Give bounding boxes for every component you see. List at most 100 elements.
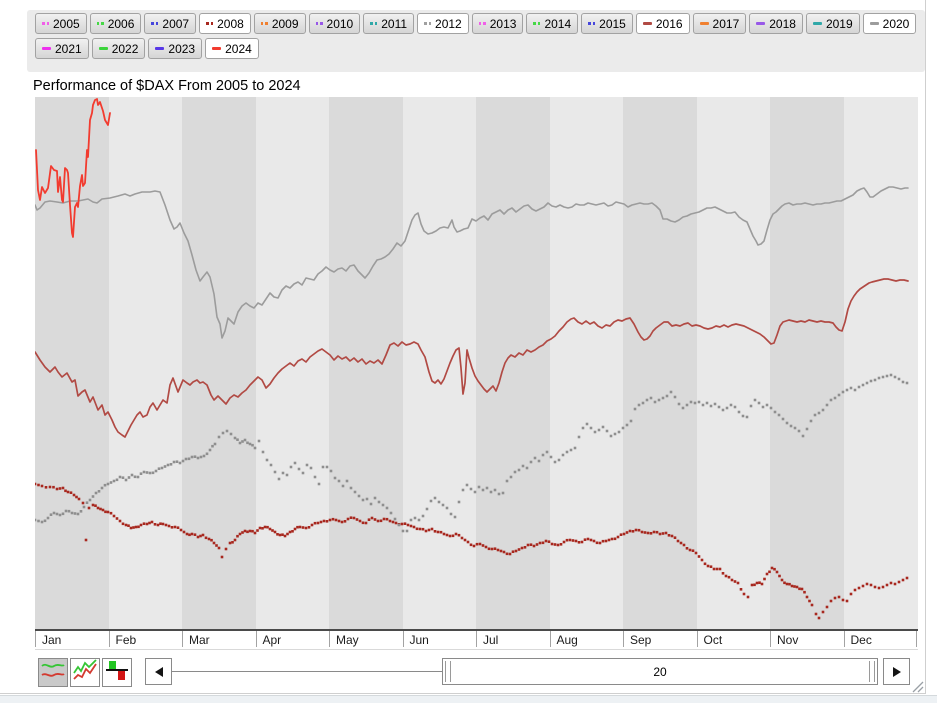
- year-toggle-2024[interactable]: 2024: [205, 38, 259, 59]
- year-toggle-2008[interactable]: 2008: [199, 13, 251, 34]
- year-toggle-label: 2024: [225, 41, 252, 56]
- month-band-Sep: [623, 97, 697, 630]
- year-toggle-2011[interactable]: 2011: [363, 13, 415, 34]
- line-chart-icon: [40, 658, 66, 687]
- scrollbar-track[interactable]: [172, 671, 442, 672]
- month-band-Apr: [255, 97, 330, 630]
- year-toggle-2007[interactable]: 2007: [144, 13, 197, 34]
- chart-type-performance-button[interactable]: [70, 658, 100, 687]
- line-series-marker-icon: [756, 22, 766, 25]
- x-axis-tick: [402, 631, 404, 647]
- chart-series-layer: [35, 98, 909, 620]
- x-axis-label-May: May: [336, 633, 359, 647]
- x-axis-label-Apr: Apr: [262, 633, 282, 647]
- year-toggle-label: 2017: [712, 16, 740, 31]
- year-toggle-2017[interactable]: 2017: [692, 13, 747, 34]
- dotted-series-marker-icon: [533, 22, 541, 25]
- x-axis-tick: [916, 631, 917, 647]
- thumb-right-grip-icon: [869, 661, 875, 682]
- line-series-marker-icon: [699, 22, 709, 25]
- year-toggle-2023[interactable]: 2023: [148, 38, 203, 59]
- year-toggle-label: 2011: [381, 16, 408, 31]
- year-toggle-2020[interactable]: 2020: [862, 13, 917, 34]
- year-toggle-label: 2014: [544, 16, 572, 31]
- year-toggle-label: 2006: [107, 16, 135, 31]
- month-band-Mar: [182, 97, 256, 630]
- month-band-Nov: [770, 97, 844, 630]
- year-toggle-label: 2020: [882, 16, 910, 31]
- x-axis-label-Jul: Jul: [483, 633, 499, 647]
- year-toggle-label: 2013: [489, 16, 517, 31]
- performance-chart-icon: [72, 658, 98, 687]
- series-2008: [35, 482, 909, 620]
- chart-type-line-button[interactable]: [38, 658, 68, 687]
- x-axis-tick: [108, 631, 110, 647]
- scrollbar-left-button[interactable]: [145, 658, 172, 685]
- dotted-series-marker-icon: [206, 22, 214, 25]
- line-series-marker-icon: [642, 22, 652, 25]
- series-2024: [35, 98, 111, 238]
- month-band-Dec: [843, 97, 918, 630]
- chart-type-bar-button[interactable]: [102, 658, 132, 687]
- scrollbar-right-button[interactable]: [883, 658, 910, 685]
- month-band-Oct: [696, 97, 771, 630]
- year-toggle-label: 2008: [217, 16, 244, 31]
- year-toggle-2013[interactable]: 2013: [471, 13, 524, 34]
- left-arrow-icon: [154, 666, 163, 677]
- dotted-series-marker-icon: [478, 22, 486, 25]
- dotted-series-marker-icon: [315, 22, 323, 25]
- series-2016: [35, 278, 909, 438]
- line-series-marker-icon: [155, 47, 165, 50]
- x-axis-label-row: Jan Feb Mar Apr May Jun Jul Aug Sep Oct Nov Dec: [35, 631, 918, 650]
- month-band-Jul: [476, 97, 550, 630]
- year-toggle-2014[interactable]: 2014: [526, 13, 579, 34]
- line-series-marker-icon: [42, 47, 51, 50]
- line-series-marker-icon: [869, 22, 879, 25]
- bar-chart-icon: [104, 658, 130, 687]
- year-toggle-2016[interactable]: 2016: [635, 13, 690, 34]
- dotted-series-marker-icon: [588, 22, 596, 25]
- x-axis-label-Feb: Feb: [115, 633, 137, 647]
- x-axis-tick: [549, 631, 551, 647]
- year-toggle-2010[interactable]: 2010: [308, 13, 361, 34]
- page-background-strip: [0, 695, 937, 703]
- year-toggle-label: 2010: [326, 16, 354, 31]
- x-axis-tick: [476, 631, 477, 647]
- x-axis-label-Oct: Oct: [703, 633, 723, 647]
- month-band-Jan: [35, 97, 109, 630]
- x-axis-label-Aug: Aug: [556, 633, 578, 647]
- year-toggle-2019[interactable]: 2019: [805, 13, 860, 34]
- scrollbar-thumb[interactable]: 20: [442, 658, 878, 685]
- year-toggle-label: 2021: [55, 41, 82, 56]
- year-toggle-label: 2023: [168, 41, 196, 56]
- year-toggle-2009[interactable]: 2009: [253, 13, 306, 34]
- chart-plot-area[interactable]: [35, 97, 918, 630]
- year-toggle-label: 2012: [435, 16, 462, 31]
- year-toggle-2018[interactable]: 2018: [749, 13, 803, 34]
- year-toggle-label: 2018: [769, 16, 796, 31]
- year-toggle-label: 2016: [655, 16, 683, 31]
- year-toggle-2012[interactable]: 2012: [417, 13, 469, 34]
- year-toggle-label: 2022: [111, 41, 139, 56]
- year-toggle-2006[interactable]: 2006: [89, 13, 142, 34]
- scrollbar-value: 20: [653, 664, 667, 679]
- series-2012: [35, 373, 909, 533]
- x-axis-label-Mar: Mar: [189, 633, 210, 647]
- series-2020: [35, 186, 909, 339]
- line-series-marker-icon: [212, 47, 222, 50]
- line-series-marker-icon: [98, 47, 108, 50]
- year-toggle-2005[interactable]: 2005: [35, 13, 87, 34]
- x-axis-label-Jan: Jan: [42, 633, 62, 647]
- x-axis-tick: [35, 631, 36, 647]
- line-series-marker-icon: [812, 22, 822, 25]
- year-toggle-2021[interactable]: 2021: [35, 38, 89, 59]
- resize-grip-icon[interactable]: [909, 678, 924, 698]
- dotted-series-marker-icon: [96, 22, 104, 25]
- chart-title: Performance of $DAX From 2005 to 2024: [33, 78, 301, 94]
- thumb-left-grip-icon: [445, 661, 451, 682]
- dotted-series-marker-icon: [42, 22, 49, 25]
- year-toggle-2022[interactable]: 2022: [91, 38, 146, 59]
- year-toggle-2015[interactable]: 2015: [581, 13, 633, 34]
- x-axis-tick: [255, 631, 257, 647]
- year-toggle-label: 2007: [162, 16, 190, 31]
